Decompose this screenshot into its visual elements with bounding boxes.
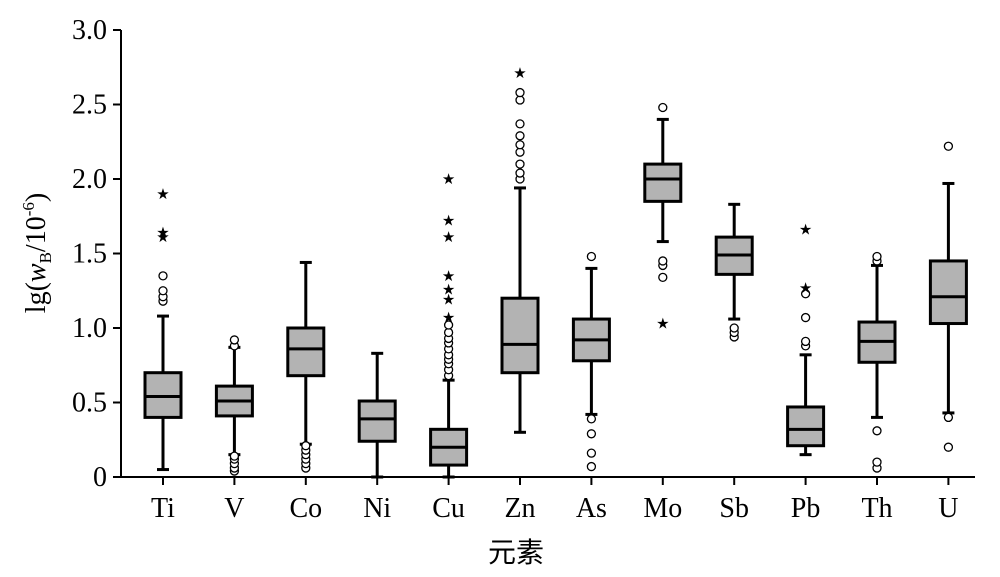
- box-group-u: [928, 141, 968, 452]
- box-group-zn: ★: [500, 64, 540, 434]
- outlier-point: [943, 141, 954, 151]
- box-group-co: [286, 260, 326, 473]
- outlier-point: [515, 87, 525, 98]
- extreme-point: ★: [442, 267, 455, 285]
- outlier-point: [872, 457, 882, 467]
- extreme-point: ★: [799, 221, 812, 239]
- x-tick-label: V: [224, 493, 244, 524]
- outlier-point: [800, 312, 811, 323]
- x-tick-label: U: [938, 493, 958, 524]
- iqr-box: [643, 162, 683, 203]
- y-tick-label: 3.0: [72, 15, 107, 46]
- box-group-as: [571, 251, 611, 472]
- box-group-th: [857, 251, 897, 473]
- outlier-point: [586, 414, 597, 424]
- outlier-point: [158, 271, 168, 281]
- extreme-point: ★: [156, 228, 169, 246]
- extreme-point: ★: [513, 64, 526, 82]
- x-tick-label: Zn: [504, 493, 535, 524]
- extreme-point: ★: [442, 170, 455, 188]
- outlier-point: [800, 289, 811, 299]
- outlier-point: [658, 102, 668, 113]
- outlier-point: [586, 461, 597, 472]
- outlier-point: [301, 441, 311, 451]
- outlier-point: [943, 412, 954, 423]
- x-axis-title: 元素: [488, 536, 544, 569]
- x-tick-label: As: [576, 493, 607, 524]
- extreme-point: ★: [442, 280, 455, 298]
- extreme-point: ★: [442, 212, 455, 230]
- iqr-box: [357, 399, 397, 443]
- extreme-point: ★: [156, 185, 169, 203]
- x-tick-label: Cu: [432, 493, 465, 524]
- outlier-point: [515, 131, 525, 141]
- y-title-superscript: -6: [19, 202, 38, 216]
- box-group-v: [214, 335, 254, 476]
- outlier-point: [515, 168, 525, 178]
- outlier-point: [729, 323, 739, 333]
- iqr-box: [928, 259, 968, 326]
- extreme-point: ★: [156, 224, 169, 242]
- x-tick-label: Pb: [791, 493, 821, 524]
- y-tick-label: 2.5: [72, 90, 107, 121]
- y-tick-label: 2.0: [72, 164, 107, 195]
- outlier-point: [515, 119, 525, 129]
- y-tick-label: 0.5: [72, 388, 107, 419]
- outlier-point: [158, 286, 168, 296]
- y-title-italic: w: [21, 263, 52, 282]
- outlier-point: [872, 251, 882, 262]
- box-group-cu: ★★★★★★★: [429, 170, 469, 479]
- box-group-sb: [714, 202, 754, 342]
- extreme-point: ★: [442, 291, 455, 309]
- y-axis-title: lg(wB/10-6): [19, 193, 55, 313]
- box-group-ti: ★★★: [143, 185, 183, 472]
- outlier-point: [586, 448, 597, 458]
- x-tick-label: Mo: [643, 493, 682, 524]
- x-tick-label: Ti: [151, 493, 175, 524]
- outlier-point: [800, 336, 811, 347]
- outlier-point: [586, 251, 597, 262]
- extreme-point: ★: [442, 309, 455, 327]
- outlier-point: [515, 140, 525, 150]
- outlier-point: [872, 426, 882, 436]
- iqr-box: [786, 405, 826, 448]
- y-title-suffix: ): [21, 193, 52, 202]
- box-group-pb: ★★: [786, 221, 826, 457]
- outlier-point: [658, 272, 668, 282]
- y-ticks: 0 0.5 1.0 1.5 2.0 2.5 3.0: [72, 15, 121, 493]
- y-title-subscript: B: [36, 252, 55, 263]
- outlier-point: [586, 429, 597, 439]
- y-tick-label: 0: [93, 462, 107, 493]
- outlier-point: [658, 256, 668, 266]
- outlier-point: [943, 442, 954, 452]
- y-title-middle: /10: [21, 216, 52, 252]
- outlier-point: [515, 159, 525, 169]
- x-ticks: Ti V Co Ni Cu Zn As Mo Sb Pb Th U: [151, 477, 959, 524]
- outlier-point: [443, 320, 454, 330]
- x-tick-label: Th: [861, 493, 892, 524]
- box-group-mo: ★: [643, 102, 683, 333]
- outlier-point: [229, 335, 240, 345]
- extreme-point: ★: [442, 228, 455, 246]
- x-tick-label: Sb: [719, 493, 749, 524]
- y-tick-label: 1.5: [72, 239, 107, 270]
- outlier-point: [443, 327, 454, 338]
- extreme-point: ★: [799, 279, 812, 297]
- iqr-box: [500, 296, 540, 375]
- boxes: ★★★★★★★★★★★★★★: [143, 64, 968, 479]
- outlier-point: [229, 451, 240, 461]
- box-group-ni: [357, 351, 397, 479]
- y-title-prefix: lg(: [21, 282, 52, 313]
- extreme-point: ★: [656, 315, 669, 333]
- iqr-box: [286, 326, 326, 378]
- x-tick-label: Co: [289, 493, 322, 524]
- y-tick-label: 1.0: [72, 313, 107, 344]
- x-tick-label: Ni: [363, 493, 391, 524]
